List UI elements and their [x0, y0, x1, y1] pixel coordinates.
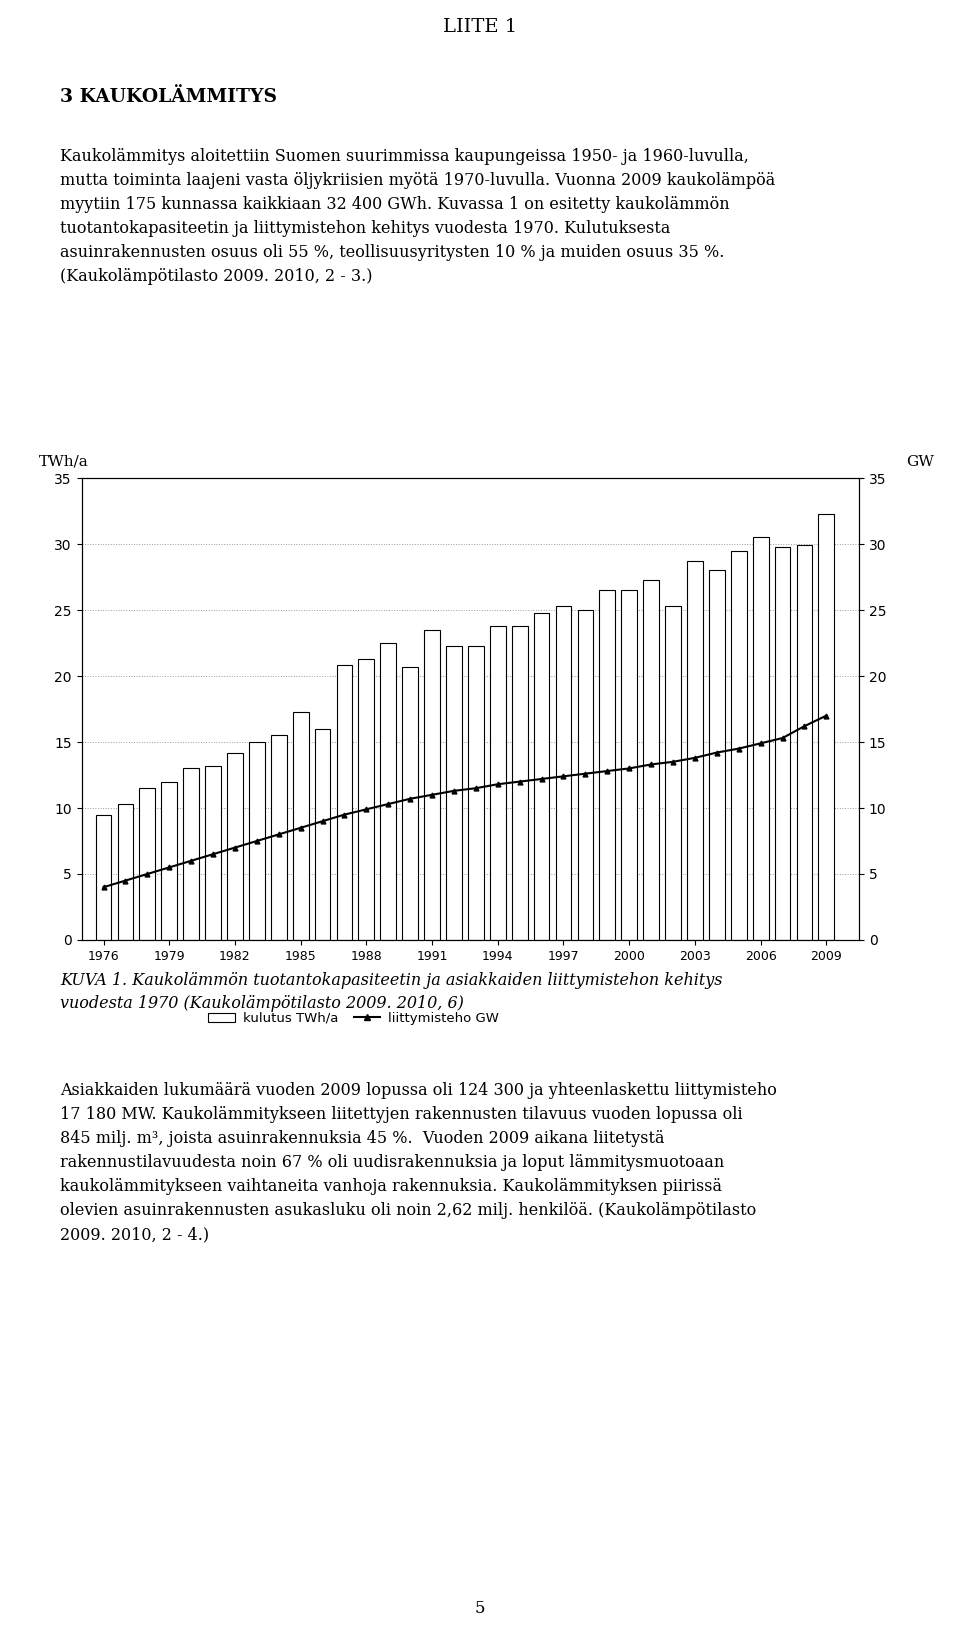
Bar [402, 667, 418, 940]
Bar [643, 580, 659, 940]
Bar [205, 765, 221, 940]
Text: KUVA 1. Kaukolämmön tuotantokapasiteetin ja asiakkaiden liittymistehon kehitys: KUVA 1. Kaukolämmön tuotantokapasiteetin… [60, 971, 723, 989]
Text: 845 milj. m³, joista asuinrakennuksia 45 %.  Vuoden 2009 aikana liitetystä: 845 milj. m³, joista asuinrakennuksia 45… [60, 1130, 664, 1147]
Text: vuodesta 1970 (Kaukolämpötilasto 2009. 2010, 6): vuodesta 1970 (Kaukolämpötilasto 2009. 2… [60, 994, 464, 1012]
Bar [753, 537, 769, 940]
Bar [775, 547, 790, 940]
Text: Asiakkaiden lukumäärä vuoden 2009 lopussa oli 124 300 ja yhteenlaskettu liittymi: Asiakkaiden lukumäärä vuoden 2009 lopuss… [60, 1083, 777, 1099]
Bar [117, 804, 133, 940]
Bar [490, 626, 506, 940]
Bar [228, 752, 243, 940]
Bar [249, 742, 265, 940]
Text: kaukolämmitykseen vaihtaneita vanhoja rakennuksia. Kaukolämmityksen piirissä: kaukolämmitykseen vaihtaneita vanhoja ra… [60, 1178, 722, 1196]
Bar [512, 626, 528, 940]
Bar [271, 735, 287, 940]
Bar [424, 629, 440, 940]
Bar [797, 545, 812, 940]
Bar [621, 590, 637, 940]
Bar [183, 768, 199, 940]
Bar [468, 645, 484, 940]
Text: 17 180 MW. Kaukolämmitykseen liitettyjen rakennusten tilavuus vuoden lopussa oli: 17 180 MW. Kaukolämmitykseen liitettyjen… [60, 1106, 743, 1124]
Bar [708, 570, 725, 940]
Text: olevien asuinrakennusten asukasluku oli noin 2,62 milj. henkilöä. (Kaukolämpötil: olevien asuinrakennusten asukasluku oli … [60, 1202, 756, 1219]
Text: LIITE 1: LIITE 1 [443, 18, 517, 36]
Bar [380, 644, 396, 940]
Bar [819, 514, 834, 940]
Text: asuinrakennusten osuus oli 55 %, teollisuusyritysten 10 % ja muiden osuus 35 %.: asuinrakennusten osuus oli 55 %, teollis… [60, 244, 725, 260]
Text: tuotantokapasiteetin ja liittymistehon kehitys vuodesta 1970. Kulutuksesta: tuotantokapasiteetin ja liittymistehon k… [60, 219, 670, 238]
Bar [599, 590, 615, 940]
Bar [534, 613, 549, 940]
Bar [578, 609, 593, 940]
Text: TWh/a: TWh/a [38, 455, 88, 468]
Text: (Kaukolämpötilasto 2009. 2010, 2 - 3.): (Kaukolämpötilasto 2009. 2010, 2 - 3.) [60, 269, 372, 285]
Bar [687, 562, 703, 940]
Text: 2009. 2010, 2 - 4.): 2009. 2010, 2 - 4.) [60, 1225, 209, 1243]
Text: myytiin 175 kunnassa kaikkiaan 32 400 GWh. Kuvassa 1 on esitetty kaukolämmön: myytiin 175 kunnassa kaikkiaan 32 400 GW… [60, 197, 730, 213]
Text: 3 KAUKOLÄMMITYS: 3 KAUKOLÄMMITYS [60, 88, 277, 106]
Text: Kaukolämmitys aloitettiin Suomen suurimmissa kaupungeissa 1950- ja 1960-luvulla,: Kaukolämmitys aloitettiin Suomen suurimm… [60, 147, 749, 165]
Bar [556, 606, 571, 940]
Bar [293, 711, 308, 940]
Text: 5: 5 [475, 1600, 485, 1617]
Bar [139, 788, 156, 940]
Bar [731, 550, 747, 940]
Legend: kulutus TWh/a, liittymisteho GW: kulutus TWh/a, liittymisteho GW [204, 1007, 504, 1030]
Bar [446, 645, 462, 940]
Bar [337, 665, 352, 940]
Bar [96, 814, 111, 940]
Bar [358, 658, 374, 940]
Text: mutta toiminta laajeni vasta öljykriisien myötä 1970-luvulla. Vuonna 2009 kaukol: mutta toiminta laajeni vasta öljykriisie… [60, 172, 776, 188]
Bar [315, 729, 330, 940]
Bar [665, 606, 681, 940]
Bar [161, 781, 177, 940]
Text: GW: GW [906, 455, 934, 468]
Text: rakennustilavuudesta noin 67 % oli uudisrakennuksia ja loput lämmitysmuotoaan: rakennustilavuudesta noin 67 % oli uudis… [60, 1155, 724, 1171]
